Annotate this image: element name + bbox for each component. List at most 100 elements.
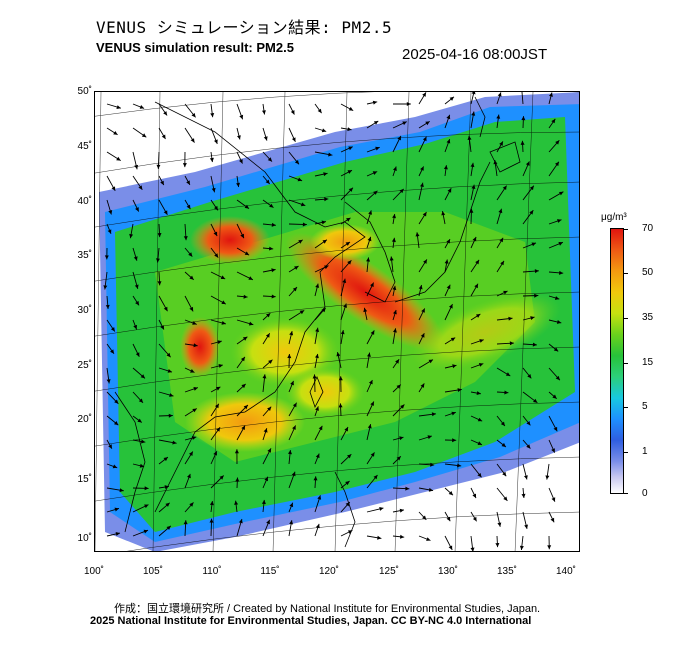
wind-arrowhead xyxy=(138,398,143,403)
wind-arrowhead xyxy=(505,372,511,376)
wind-arrowhead xyxy=(290,110,295,115)
wind-arrowhead xyxy=(470,162,475,168)
wind-arrowhead xyxy=(263,136,268,141)
wind-arrowhead xyxy=(139,105,145,109)
wind-arrowhead xyxy=(372,100,378,105)
wind-arrowhead xyxy=(294,160,299,165)
coast-china xyxy=(154,101,366,513)
wind-arrowhead xyxy=(392,285,397,291)
wind-arrowhead xyxy=(551,497,556,502)
wind-arrowhead xyxy=(192,321,197,325)
wind-arrowhead xyxy=(139,463,145,468)
wind-arrowhead xyxy=(294,266,299,270)
wind-arrowhead xyxy=(321,220,326,225)
wind-arrowhead xyxy=(262,110,266,115)
wind-arrowhead xyxy=(235,477,240,482)
wind-arrowhead xyxy=(400,404,405,409)
lat-tick-25: 25˚ xyxy=(77,360,92,371)
wind-arrowhead xyxy=(108,444,112,449)
wind-arrowhead xyxy=(144,486,149,491)
wind-arrowhead xyxy=(167,369,172,373)
wind-arrowhead xyxy=(221,321,226,325)
wind-arrowhead xyxy=(110,327,115,332)
wind-arrowhead xyxy=(366,257,371,262)
wind-arrowhead xyxy=(297,177,303,182)
wind-arrowhead xyxy=(471,92,476,95)
wind-arrowhead xyxy=(163,210,168,215)
wind-arrowhead xyxy=(134,284,139,289)
lat-tick-20: 20˚ xyxy=(77,414,92,425)
wind-arrowhead xyxy=(391,237,396,243)
wind-arrowhead xyxy=(370,282,374,288)
wind-arrowhead xyxy=(134,164,139,170)
wind-arrowhead xyxy=(166,352,171,358)
wind-arrowhead xyxy=(298,239,303,244)
wind-arrowhead xyxy=(373,190,378,195)
wind-arrowhead xyxy=(313,476,318,481)
wind-arrowhead xyxy=(163,111,168,116)
wind-arrowhead xyxy=(213,451,217,456)
wind-arrowhead xyxy=(261,499,266,505)
lon-tick-130: 130˚ xyxy=(437,566,458,577)
wind-arrowhead xyxy=(534,269,539,274)
wind-arrowhead xyxy=(420,333,425,338)
wind-arrowhead xyxy=(447,188,452,193)
wind-arrowhead xyxy=(114,507,119,512)
graticule xyxy=(95,92,579,551)
wind-arrowhead xyxy=(402,121,407,126)
wind-arrowhead xyxy=(237,135,241,140)
wind-arrowhead xyxy=(457,463,462,468)
wind-arrowhead xyxy=(191,113,196,118)
timestamp: 2025-04-16 08:00JST xyxy=(402,46,548,63)
wind-arrowhead xyxy=(268,359,273,364)
wind-arrowhead xyxy=(520,140,525,145)
wind-arrowhead xyxy=(163,457,168,462)
colorbar-label-35: 35 xyxy=(642,312,654,323)
wind-arrowhead xyxy=(234,449,239,454)
wind-arrowhead xyxy=(551,448,555,453)
wind-arrowhead xyxy=(420,383,425,388)
wind-arrowhead xyxy=(218,364,223,368)
wind-arrowhead xyxy=(347,260,352,265)
wind-arrowhead xyxy=(213,231,218,237)
wind-arrowhead xyxy=(418,285,423,290)
wind-arrowhead xyxy=(347,127,352,132)
wind-arrowhead xyxy=(396,456,401,461)
wind-arrowhead xyxy=(138,185,143,190)
lon-tick-140: 140˚ xyxy=(555,566,576,577)
wind-arrowhead xyxy=(377,535,382,540)
wind-arrowhead xyxy=(446,114,451,120)
hotspot-central-china xyxy=(180,317,220,377)
wind-arrowhead xyxy=(557,219,562,223)
wind-arrowhead xyxy=(477,441,482,445)
wind-arrowhead xyxy=(497,92,502,97)
wind-arrowhead xyxy=(449,96,454,101)
wind-arrowhead xyxy=(448,545,453,550)
wind-arrowhead xyxy=(555,140,560,145)
footer-license: 2025 National Institute for Environmenta… xyxy=(90,615,532,627)
wind-arrowhead xyxy=(265,179,270,184)
wind-arrowhead xyxy=(111,186,116,191)
wind-arrowhead xyxy=(338,376,343,381)
wind-arrowhead xyxy=(133,256,138,261)
wind-arrowhead xyxy=(188,252,193,257)
wind-arrowhead xyxy=(302,222,307,227)
wind-arrowhead xyxy=(367,236,372,242)
wind-arrowhead xyxy=(318,425,323,431)
lon-tick-115: 115˚ xyxy=(260,566,280,577)
wind-arrowhead xyxy=(108,210,113,215)
wind-arrowhead xyxy=(549,92,553,97)
wind-arrowhead xyxy=(345,481,350,486)
wind-arrowhead xyxy=(373,475,378,480)
hotspot-taiwan-strait xyxy=(285,367,365,417)
wind-arrowhead xyxy=(169,393,174,397)
title-japanese: VENUS シミュレーション結果: PM2.5 xyxy=(96,18,393,37)
wind-arrowhead xyxy=(348,530,353,534)
wind-arrowhead xyxy=(343,303,347,308)
colorbar-tick xyxy=(624,273,628,274)
wind-arrowhead xyxy=(214,205,218,211)
wind-arrowhead xyxy=(322,239,327,244)
wind-arrowhead xyxy=(379,507,384,511)
wind-arrowhead xyxy=(216,386,221,391)
wind-arrowhead xyxy=(137,418,142,423)
